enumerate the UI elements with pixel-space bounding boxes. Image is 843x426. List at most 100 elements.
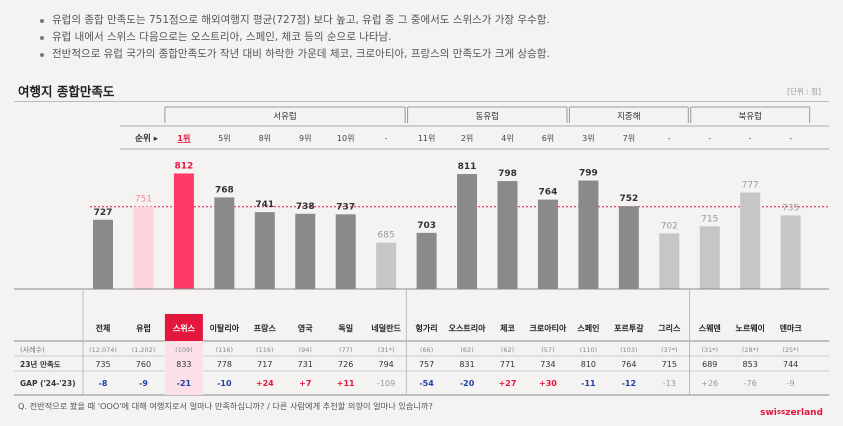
- bar-value-label: 702: [661, 221, 678, 231]
- bar: [659, 233, 680, 289]
- category-label: 네덜란드: [371, 323, 401, 333]
- count-value: (57): [541, 346, 554, 354]
- gap-value: -13: [663, 379, 676, 388]
- bar-value-label: 768: [215, 185, 234, 195]
- gap-value: -9: [139, 379, 148, 388]
- category-label: 독일: [338, 323, 353, 333]
- bar-value-label: 777: [742, 181, 759, 191]
- gap-value: -8: [99, 379, 108, 388]
- region-label: 동유럽: [476, 112, 499, 122]
- category-label: 유럽: [136, 323, 151, 333]
- rank-label: 9위: [299, 134, 311, 143]
- prev-value: 735: [95, 360, 110, 369]
- count-value: (77): [339, 346, 352, 354]
- category-label: 스페인: [577, 323, 599, 333]
- prev-value: 853: [743, 360, 758, 369]
- region-label: 북유럽: [738, 112, 761, 122]
- bar: [416, 232, 437, 289]
- prev-value: 734: [540, 360, 555, 369]
- prev-value: 715: [662, 360, 677, 369]
- rank-label: 7위: [623, 134, 635, 143]
- bar-value-label: 741: [255, 200, 274, 210]
- switzerland-logo: swisszerland: [760, 408, 823, 418]
- rank-label: 11위: [418, 134, 436, 143]
- prev-row-label: 23년 만족도: [20, 359, 61, 369]
- category-label: 스웨덴: [699, 323, 721, 333]
- gap-value: -9: [787, 379, 795, 388]
- category-label: 영국: [298, 323, 313, 333]
- count-value: (116): [216, 346, 233, 354]
- gap-row-label: GAP ('24-'23): [20, 379, 76, 388]
- chart-title: 여행지 종합만족도: [18, 84, 115, 99]
- rank-label: -: [708, 134, 711, 143]
- prev-value: 717: [257, 360, 272, 369]
- summary-bullet: 유럽 내에서 스위스 다음으로는 오스트리아, 스페인, 체코 등의 순으로 나…: [38, 29, 550, 46]
- prev-value: 744: [783, 360, 798, 369]
- gap-value: -109: [377, 379, 395, 388]
- rank-label: -: [749, 134, 752, 143]
- bar: [497, 181, 518, 289]
- category-label: 덴마크: [780, 323, 803, 333]
- prev-value: 831: [459, 360, 474, 369]
- category-label: 그리스: [658, 323, 681, 333]
- survey-question: Q. 전반적으로 봤을 때 'OOO'에 대해 여행지로서 얼마나 만족하십니까…: [18, 401, 433, 411]
- gap-value: +26: [701, 379, 718, 388]
- bar: [295, 213, 316, 289]
- rank-label: 10위: [337, 134, 355, 143]
- rank-label: 6위: [542, 134, 554, 143]
- category-label: 이탈리아: [210, 323, 240, 333]
- bar: [618, 206, 639, 289]
- count-value: (109): [175, 346, 192, 354]
- gap-value: +11: [337, 379, 355, 388]
- bar-value-label: 737: [336, 202, 355, 212]
- bar: [335, 214, 356, 289]
- rank-label: -: [668, 134, 671, 143]
- gap-value: -11: [581, 379, 596, 388]
- gap-value: -21: [177, 379, 192, 388]
- bar-value-label: 685: [378, 231, 395, 241]
- bar: [699, 226, 720, 289]
- count-value: (12,074): [89, 346, 117, 354]
- bar: [780, 215, 801, 289]
- bar-value-label: 735: [782, 203, 799, 213]
- bar-value-label: 715: [701, 214, 718, 224]
- bar-value-label: 727: [94, 208, 113, 218]
- count-value: (116): [256, 346, 273, 354]
- bar-value-label: 799: [579, 169, 598, 179]
- gap-value: +24: [256, 379, 274, 388]
- prev-value: 778: [217, 360, 232, 369]
- rank-label: 5위: [218, 134, 230, 143]
- region-label: 서유럽: [273, 112, 296, 122]
- count-value: (31*): [378, 346, 395, 354]
- bar-value-label: 811: [458, 162, 477, 172]
- bar: [578, 180, 599, 289]
- gap-value: -20: [460, 379, 475, 388]
- bar-value-label: 812: [175, 161, 194, 171]
- count-value: (62): [501, 346, 514, 354]
- count-value: (1,202): [132, 346, 156, 354]
- prev-value: 810: [581, 360, 596, 369]
- bar: [740, 192, 761, 289]
- rank-label: 4위: [501, 134, 513, 143]
- rank-label: -: [385, 134, 388, 143]
- category-label: 포르투갈: [614, 323, 644, 333]
- prev-value: 771: [500, 360, 515, 369]
- highlight-header-cell: [164, 314, 203, 341]
- bar: [93, 219, 113, 289]
- rank-label: 8위: [259, 134, 271, 143]
- gap-value: +30: [539, 379, 557, 388]
- count-value: (66): [420, 346, 433, 354]
- summary-bullet: 전반적으로 유럽 국가의 종합만족도가 작년 대비 하락한 가운데 체코, 크로…: [38, 46, 550, 63]
- gap-value: +7: [299, 379, 311, 388]
- count-value: (31*): [701, 346, 718, 354]
- bar: [214, 197, 235, 289]
- bar-value-label: 764: [539, 188, 558, 198]
- region-label: 지중해: [617, 112, 640, 122]
- count-value: (94): [299, 346, 312, 354]
- prev-value: 726: [338, 360, 353, 369]
- count-value: (37*): [661, 346, 678, 354]
- rank-label: 3위: [582, 134, 594, 143]
- bar: [376, 242, 397, 289]
- category-label: 체코: [500, 323, 515, 333]
- category-label: 프랑스: [254, 323, 277, 333]
